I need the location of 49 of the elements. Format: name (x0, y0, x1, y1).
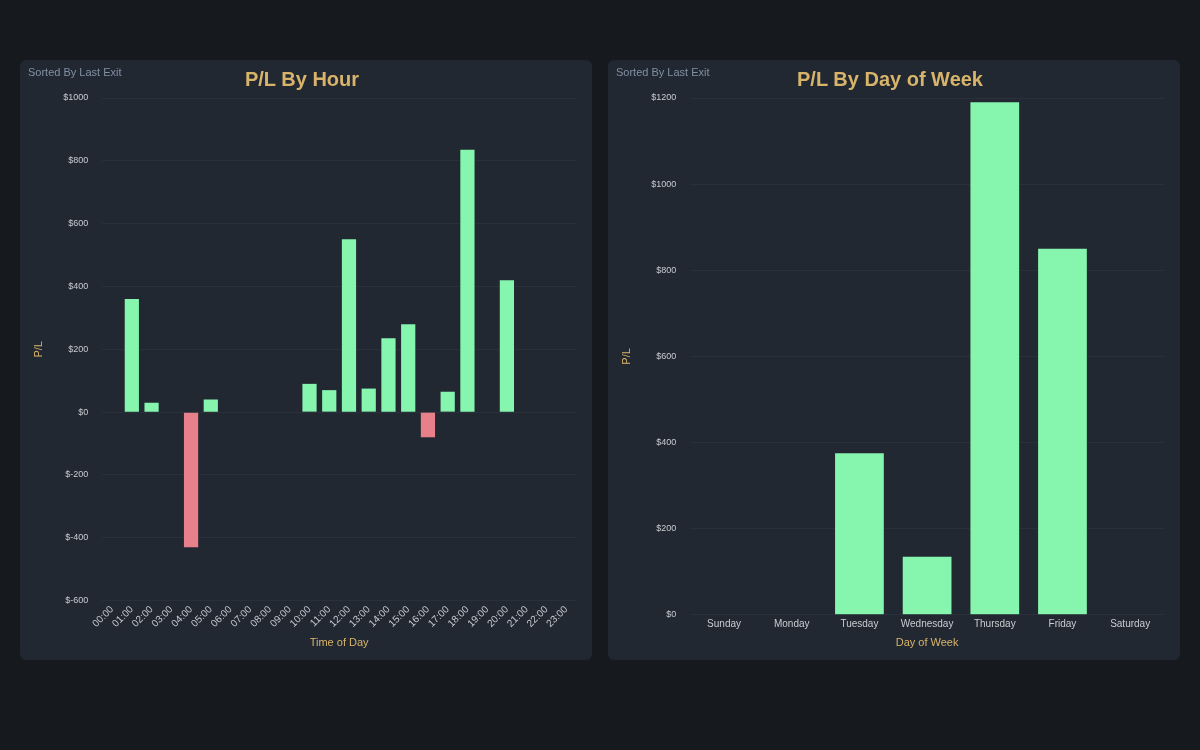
y-tick-label: $400 (656, 437, 677, 448)
bar (420, 412, 436, 438)
chart-subtitle: Sorted By Last Exit (28, 66, 122, 78)
bar (460, 149, 475, 412)
bar (1038, 248, 1087, 615)
y-tick-label: $600 (656, 350, 677, 361)
bar (183, 412, 199, 548)
x-tick-label: Friday (1048, 617, 1077, 629)
y-tick-label: $0 (78, 406, 89, 417)
y-tick-label: $-400 (65, 532, 89, 543)
bar (835, 453, 884, 615)
x-tick-label: Thursday (973, 617, 1016, 629)
x-axis-title: Time of Day (309, 636, 370, 649)
y-tick-label: $1200 (651, 92, 677, 103)
bar (341, 239, 357, 412)
y-tick-label: $400 (68, 280, 89, 291)
y-tick-label: $200 (656, 523, 677, 534)
x-axis-title: Day of Week (895, 636, 959, 649)
y-tick-label: $1000 (63, 92, 89, 103)
y-tick-label: $1000 (651, 178, 677, 189)
bar (499, 280, 515, 412)
bar (401, 324, 416, 412)
bar (970, 102, 1020, 615)
bar (203, 399, 218, 412)
y-tick-label: $-200 (65, 469, 89, 480)
x-tick-label: Wednesday (900, 617, 954, 629)
bar (381, 338, 396, 412)
x-tick-label: Saturday (1110, 617, 1151, 629)
bar (902, 556, 952, 615)
y-tick-label: $600 (68, 218, 89, 229)
chart-title: P/L By Hour (244, 67, 360, 90)
y-tick-label: $200 (68, 343, 89, 354)
bar (361, 388, 376, 412)
chart-subtitle: Sorted By Last Exit (616, 66, 710, 78)
y-tick-label: $800 (68, 155, 89, 166)
bar (144, 402, 159, 412)
bar (322, 390, 337, 412)
y-axis-title: P/L (619, 348, 632, 365)
y-tick-label: $800 (656, 264, 677, 275)
bar (302, 383, 317, 412)
bar (440, 391, 455, 412)
y-axis-title: P/L (31, 341, 44, 358)
y-tick-label: $-600 (65, 595, 89, 606)
chart-title: P/L By Day of Week (797, 67, 984, 90)
y-tick-label: $0 (666, 609, 677, 620)
x-tick-label: Sunday (707, 617, 742, 629)
x-tick-label: Monday (773, 617, 810, 629)
bar (124, 299, 139, 412)
x-tick-label: Tuesday (840, 617, 879, 629)
